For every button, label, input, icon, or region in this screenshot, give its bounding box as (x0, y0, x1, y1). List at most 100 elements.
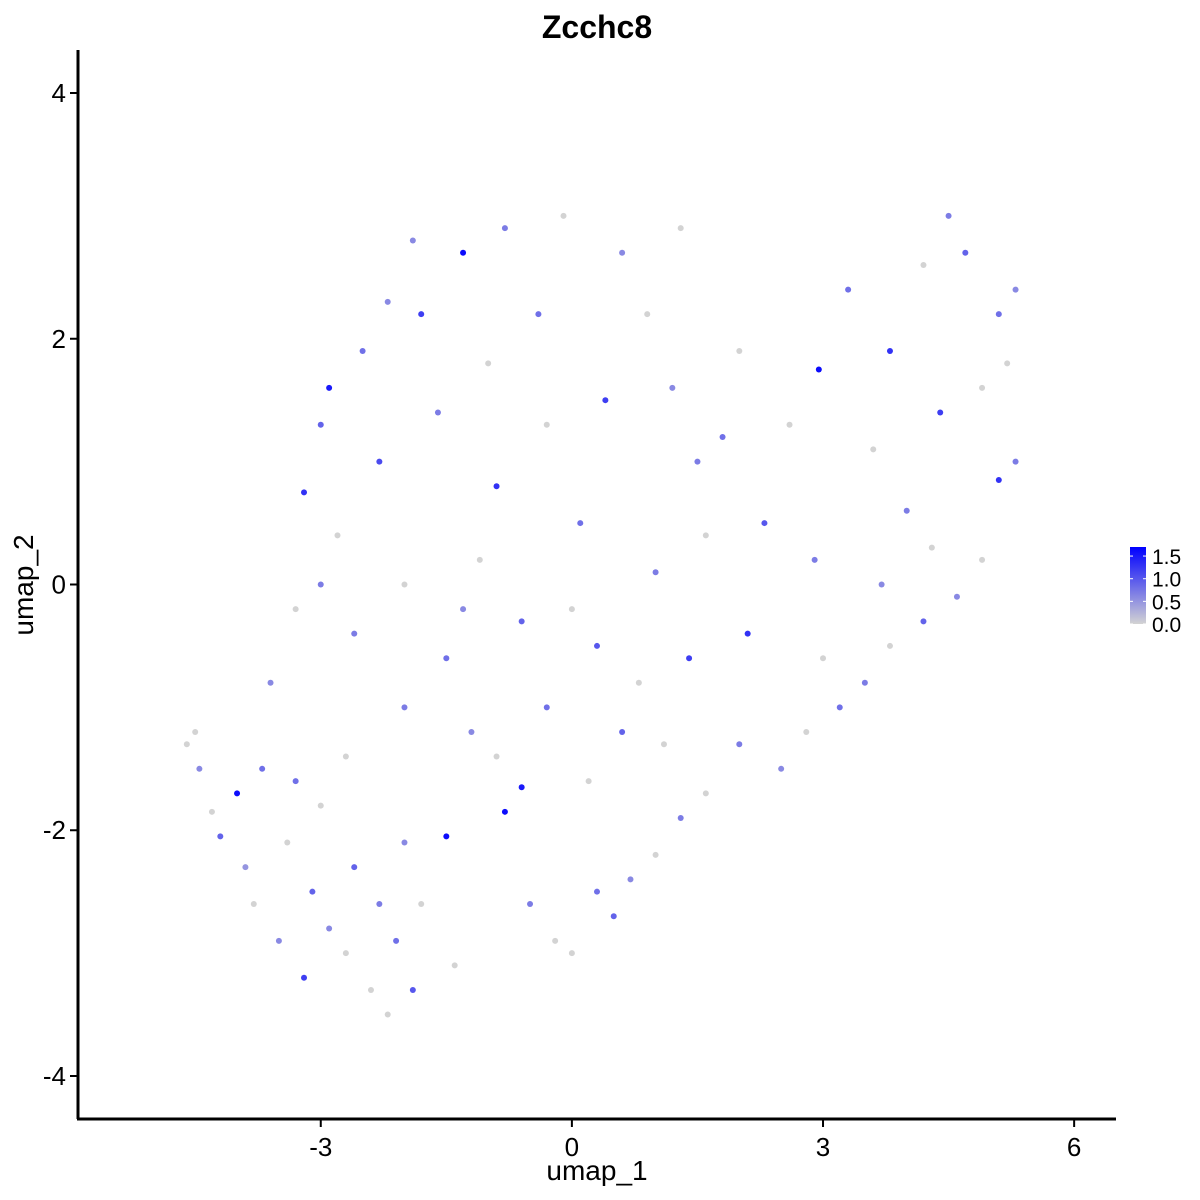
data-point (677, 814, 684, 821)
data-point (301, 489, 308, 496)
data-point (501, 808, 508, 815)
data-point (401, 581, 408, 588)
data-point (920, 618, 927, 625)
data-point (376, 900, 383, 907)
data-point (619, 728, 626, 735)
data-point (418, 900, 425, 907)
data-point (1012, 458, 1019, 465)
data-point (535, 311, 542, 318)
data-point (485, 360, 492, 367)
y-tick-label: 4 (52, 78, 66, 108)
data-point (694, 458, 701, 465)
data-point (468, 728, 475, 735)
data-point (920, 262, 927, 269)
data-point (208, 808, 215, 815)
data-point (652, 569, 659, 576)
data-point (1004, 360, 1011, 367)
data-point (317, 581, 324, 588)
data-point (518, 618, 525, 625)
data-point (196, 765, 203, 772)
data-point (367, 986, 374, 993)
x-axis-ticks: -3 0 3 6 (309, 1119, 1081, 1162)
data-point (527, 900, 534, 907)
data-point (820, 655, 827, 662)
data-point (250, 900, 257, 907)
data-point (217, 833, 224, 840)
data-point (192, 728, 199, 735)
data-point (953, 593, 960, 600)
data-point (652, 851, 659, 858)
x-axis-title: umap_1 (546, 1155, 647, 1186)
data-point (702, 790, 709, 797)
data-point (886, 642, 893, 649)
data-point (786, 421, 793, 428)
legend-tick-label: 1.5 (1152, 546, 1181, 569)
data-point (543, 704, 550, 711)
data-point (761, 520, 768, 527)
data-point (393, 937, 400, 944)
data-point (962, 249, 969, 256)
data-point (594, 888, 600, 895)
data-point (669, 384, 676, 391)
data-point (811, 556, 818, 563)
data-point (418, 311, 425, 318)
data-point (736, 348, 743, 355)
data-point (501, 225, 508, 232)
data-point (384, 1011, 391, 1018)
data-point (401, 704, 408, 711)
data-point (568, 950, 575, 957)
color-legend-bar (1130, 547, 1146, 624)
data-point (543, 421, 550, 428)
data-point (401, 839, 408, 846)
data-point (259, 765, 266, 772)
data-point (460, 606, 467, 613)
y-tick-label: -2 (43, 815, 66, 845)
data-point (568, 606, 575, 613)
y-axis-title: umap_2 (8, 534, 39, 635)
data-point (301, 974, 308, 981)
data-point (476, 556, 483, 563)
data-point (610, 913, 617, 920)
data-point (719, 434, 726, 441)
data-point (326, 384, 333, 391)
data-point (937, 409, 944, 416)
data-point (351, 864, 358, 871)
data-point (317, 421, 324, 428)
data-point (995, 311, 1002, 318)
data-point (359, 348, 366, 355)
data-point (334, 532, 341, 539)
data-point (585, 778, 592, 785)
data-point (434, 409, 441, 416)
x-tick-label: 0 (565, 1132, 579, 1162)
legend-tick-label: 0.5 (1152, 591, 1181, 614)
data-point (979, 384, 986, 391)
data-point (409, 986, 416, 993)
data-point (736, 741, 743, 748)
data-point (928, 544, 935, 551)
data-point (995, 477, 1002, 484)
data-point (292, 778, 299, 785)
data-point (409, 237, 416, 244)
data-point (443, 655, 450, 662)
y-tick-label: -4 (43, 1061, 66, 1091)
data-point (342, 753, 349, 760)
data-point (903, 507, 910, 514)
data-point (594, 642, 600, 649)
y-axis-ticks: -4 -2 0 2 4 (43, 78, 78, 1091)
data-point (979, 556, 986, 563)
data-point (577, 520, 584, 527)
x-tick-label: 3 (816, 1132, 830, 1162)
data-point (627, 876, 634, 883)
data-point (644, 311, 651, 318)
data-point (309, 888, 316, 895)
data-point (870, 446, 877, 453)
y-tick-label: 0 (52, 570, 66, 600)
data-point (351, 630, 358, 637)
data-point (815, 366, 822, 373)
data-point (602, 397, 609, 404)
data-point (861, 679, 868, 686)
data-point (376, 458, 383, 465)
data-point (1012, 286, 1019, 293)
data-point (242, 864, 249, 871)
